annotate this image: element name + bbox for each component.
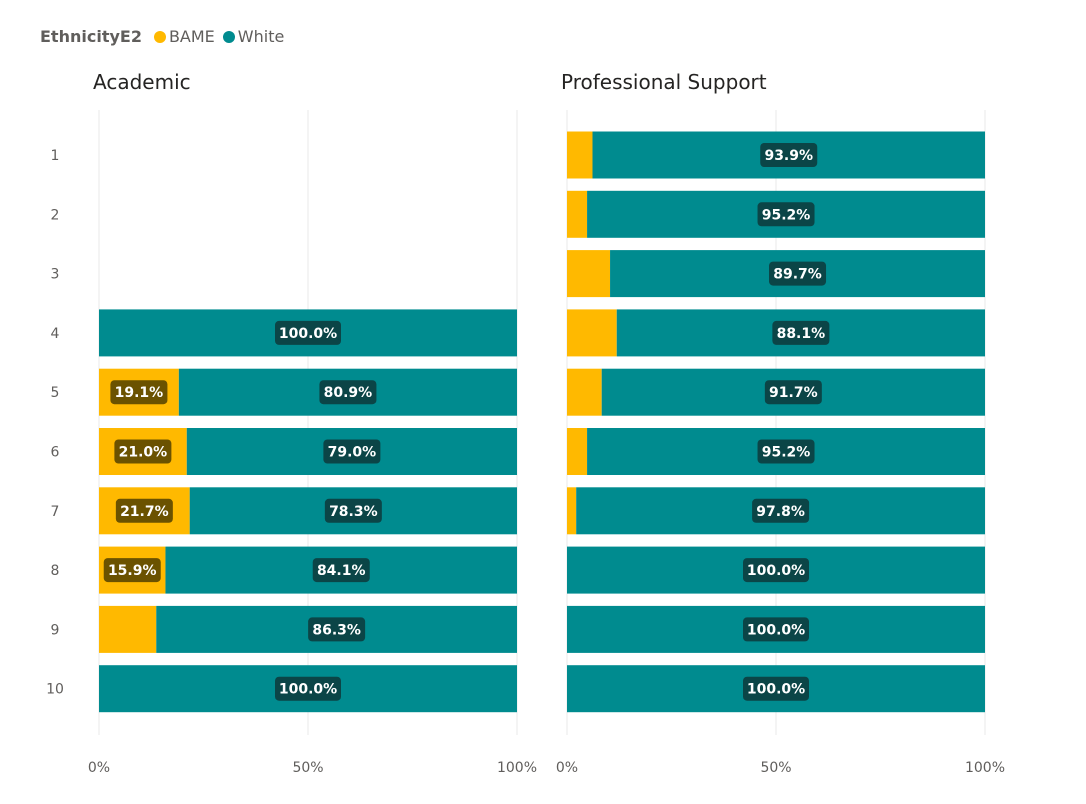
data-label: 95.2% <box>762 207 811 223</box>
data-label: 86.3% <box>312 622 361 638</box>
data-label-bg <box>323 439 381 464</box>
legend-label-bame: BAME <box>168 27 215 46</box>
legend-title: EthnicityE2 <box>40 27 142 46</box>
category-label: 9 <box>51 622 60 638</box>
panel-title-professional-support: Professional Support <box>561 70 767 94</box>
x-tick-label: 50% <box>292 760 323 776</box>
category-label: 4 <box>51 326 60 342</box>
data-label-bg <box>110 380 168 405</box>
data-label: 21.7% <box>120 504 169 520</box>
data-label-bg <box>772 320 830 345</box>
data-label: 97.8% <box>756 504 805 520</box>
data-label: 21.0% <box>119 445 168 461</box>
category-label: 6 <box>51 445 60 461</box>
x-tick-label: 100% <box>965 760 1005 776</box>
data-label: 79.0% <box>328 445 377 461</box>
bar-bame <box>567 131 593 179</box>
panel-title-academic: Academic <box>93 70 191 94</box>
data-label-bg <box>743 558 809 583</box>
data-label-bg <box>760 143 818 167</box>
data-label: 84.1% <box>317 563 366 579</box>
data-label-bg <box>769 261 827 286</box>
data-label-bg <box>764 380 822 405</box>
data-label: 100.0% <box>279 326 337 342</box>
data-label: 19.1% <box>115 385 164 401</box>
legend-dot-white <box>222 30 235 43</box>
category-label: 3 <box>51 267 60 283</box>
data-label: 91.7% <box>769 385 818 401</box>
x-tick-label: 0% <box>556 760 578 776</box>
x-tick-label: 50% <box>760 760 791 776</box>
data-label-bg <box>743 617 809 642</box>
data-label: 15.9% <box>108 563 157 579</box>
category-label: 1 <box>51 148 60 164</box>
data-label-bg <box>114 439 172 464</box>
data-label-bg <box>275 320 341 345</box>
bar-bame <box>567 190 588 238</box>
category-label: 5 <box>51 385 60 401</box>
data-label: 88.1% <box>777 326 826 342</box>
data-label-bg <box>757 202 815 227</box>
data-label-bg <box>275 676 341 701</box>
bar-bame <box>567 487 577 535</box>
bar-bame <box>567 428 588 475</box>
data-label-bg <box>115 498 173 523</box>
legend: EthnicityE2 BAME White <box>40 27 288 46</box>
x-tick-label: 100% <box>497 760 537 776</box>
category-label: 2 <box>51 207 60 223</box>
data-label-bg <box>757 439 815 464</box>
data-label-bg <box>324 498 382 523</box>
bar-bame <box>567 368 602 416</box>
legend-item-bame[interactable]: BAME <box>153 27 215 46</box>
data-label-bg <box>743 676 809 701</box>
data-label: 100.0% <box>747 563 805 579</box>
data-label: 80.9% <box>324 385 373 401</box>
category-label: 8 <box>51 563 60 579</box>
data-label: 89.7% <box>773 267 822 283</box>
bar-bame <box>99 605 157 653</box>
data-label: 93.9% <box>764 148 813 164</box>
legend-label-white: White <box>237 27 285 46</box>
data-label-bg <box>752 498 810 523</box>
legend-item-white[interactable]: White <box>222 27 285 46</box>
category-label: 7 <box>51 504 60 520</box>
data-label: 100.0% <box>747 622 805 638</box>
category-label: 10 <box>46 682 64 698</box>
data-label: 100.0% <box>279 682 337 698</box>
data-label: 78.3% <box>329 504 378 520</box>
bar-bame <box>567 309 617 357</box>
bar-bame <box>567 250 611 298</box>
legend-dot-bame <box>153 30 166 43</box>
data-label-bg <box>103 558 161 583</box>
data-label: 100.0% <box>747 682 805 698</box>
data-label-bg <box>308 617 366 642</box>
data-label: 95.2% <box>762 445 811 461</box>
data-label-bg <box>319 380 377 405</box>
data-label-bg <box>312 558 370 583</box>
x-tick-label: 0% <box>88 760 110 776</box>
